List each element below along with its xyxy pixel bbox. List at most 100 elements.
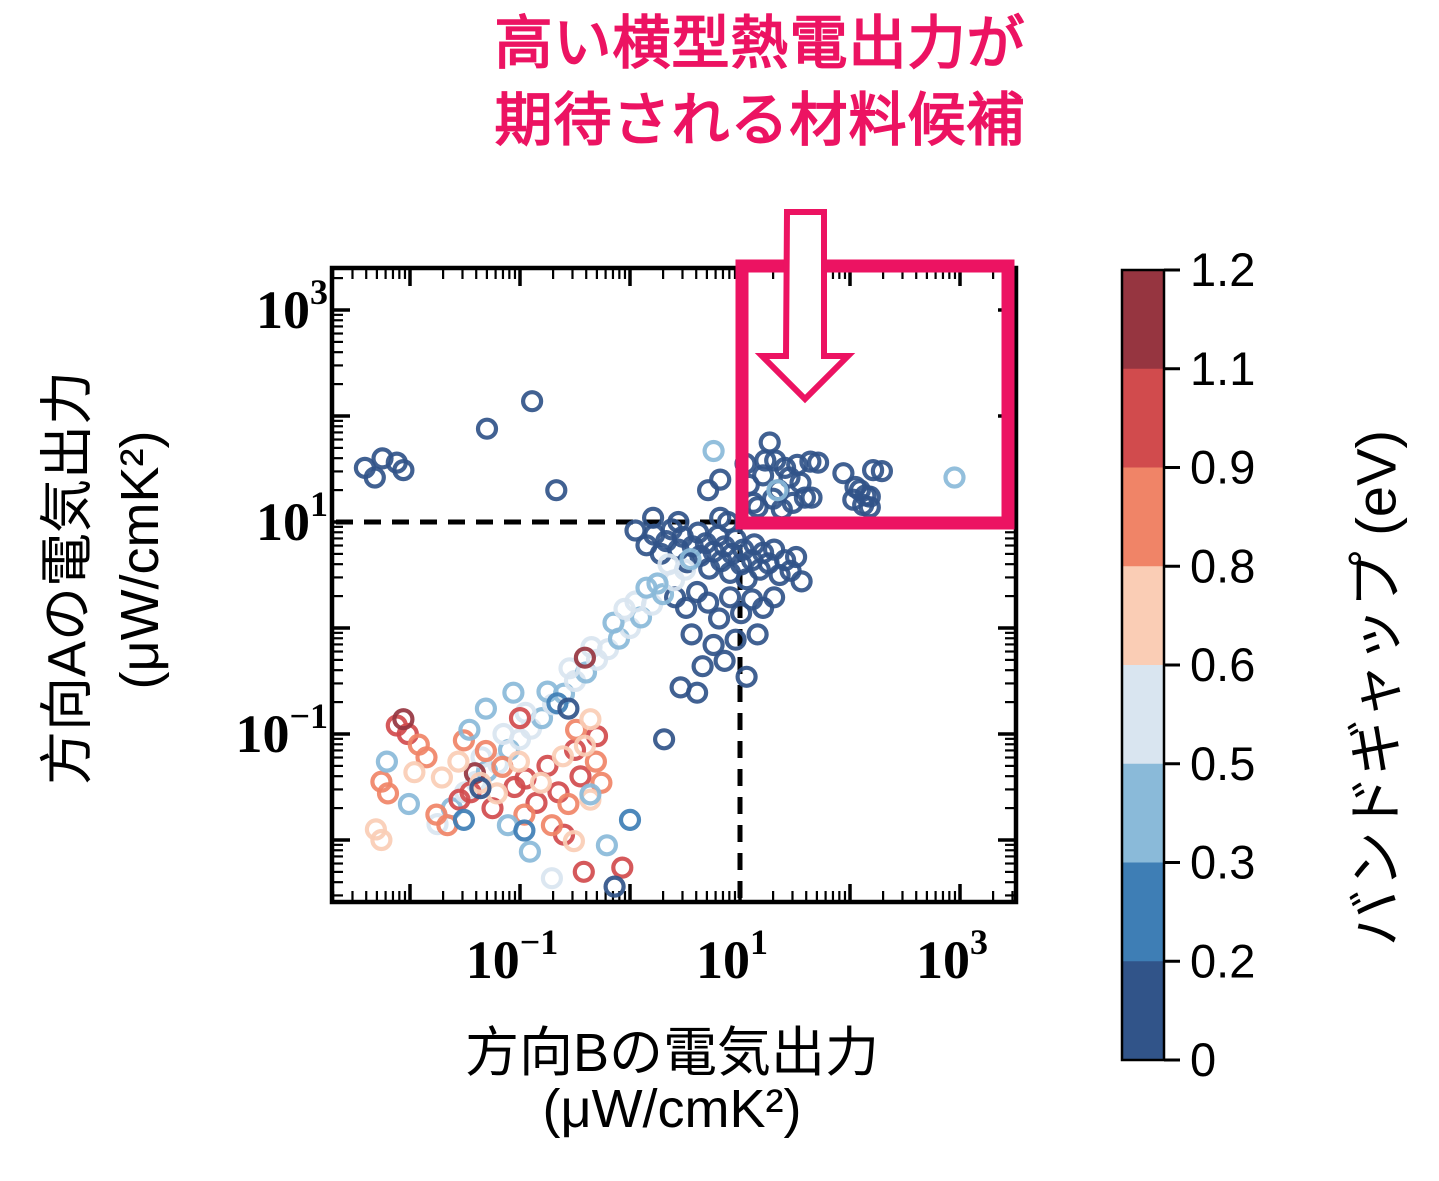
- x-axis-unit-text: (μW/cmK²): [542, 1079, 802, 1139]
- colorbar-segment: [1122, 270, 1164, 370]
- scatter-point: [508, 706, 532, 730]
- scatter-point: [685, 681, 709, 704]
- colorbar-tick-label: 0.2: [1190, 934, 1255, 987]
- scatter-point: [469, 776, 492, 800]
- figure-title: 高い横型熱電出力が 期待される材料候補: [400, 6, 1120, 159]
- scatter-point: [545, 479, 568, 502]
- plot-border: [329, 265, 1019, 905]
- scatter-point: [832, 462, 855, 485]
- scatter-point: [375, 750, 398, 773]
- scatter-point: [370, 828, 393, 852]
- colorbar-tick-label: 0.6: [1190, 638, 1255, 691]
- scatter-point: [584, 750, 608, 773]
- colorbar-tick-label: 1.1: [1190, 342, 1255, 395]
- scatter-point: [569, 765, 592, 788]
- scatter-point: [713, 649, 736, 673]
- scatter-point: [754, 449, 777, 472]
- scatter-point: [573, 734, 597, 757]
- colorbar-tick-label: 0.3: [1190, 836, 1255, 889]
- scatter-point: [397, 792, 420, 816]
- annotation-arrow-icon: [754, 209, 856, 404]
- colorbar-segment: [1122, 566, 1164, 666]
- scatter-point: [525, 791, 548, 815]
- scatter-point: [766, 479, 789, 502]
- scatter-point: [579, 783, 602, 806]
- scatter-point: [540, 814, 564, 837]
- colorbar-tick-label: 0.9: [1190, 441, 1255, 494]
- figure-title-line2: 期待される材料候補: [494, 87, 1026, 153]
- scatter-point: [657, 553, 680, 576]
- scatter-point: [751, 541, 775, 564]
- scatter-point: [618, 808, 642, 832]
- scatter-point: [452, 729, 475, 752]
- scatter-point: [861, 459, 885, 482]
- scatter-point: [562, 829, 586, 853]
- scatter-point: [558, 657, 581, 680]
- scatter-point: [870, 460, 894, 483]
- scatter-point: [540, 867, 564, 890]
- scatter-point: [520, 390, 544, 413]
- scatter-point: [707, 607, 731, 630]
- scatter-points: [353, 390, 966, 898]
- scatter-point: [452, 808, 475, 832]
- scatter-point: [492, 722, 515, 746]
- scatter-point: [547, 781, 570, 804]
- highlight-annotation: [735, 209, 1015, 530]
- scatter-point: [724, 628, 747, 651]
- scatter-point: [702, 633, 725, 657]
- colorbar-segment: [1122, 862, 1164, 962]
- scatter-point: [458, 718, 481, 741]
- scatter-point: [376, 782, 400, 805]
- scatter-point: [392, 459, 415, 482]
- scatter-point: [735, 665, 758, 688]
- scatter-point: [784, 545, 808, 569]
- scatter-point: [943, 466, 966, 489]
- colorbar: 1.2 1.1 0.9 0.8 0.6 0.5 0.3 0.2 0: [1120, 243, 1255, 1086]
- scatter-point: [474, 739, 497, 763]
- scatter-point: [371, 447, 394, 470]
- scatter-point: [702, 439, 725, 463]
- scatter-point: [762, 586, 786, 609]
- scatter-point: [572, 860, 595, 883]
- scatter-point: [363, 466, 386, 489]
- colorbar-segment: [1122, 368, 1164, 469]
- x-axis-label-text: 方向Bの電気出力: [464, 1023, 880, 1083]
- scatter-point: [611, 856, 634, 879]
- scatter-point: [696, 591, 720, 614]
- scatter-point: [474, 697, 497, 720]
- scatter-point: [680, 623, 703, 646]
- scatter-point: [573, 646, 597, 669]
- scatter-point: [415, 746, 438, 769]
- scatter-point: [674, 596, 698, 620]
- scatter-point: [691, 655, 714, 678]
- scatter-point: [551, 745, 575, 768]
- scatter-point: [709, 468, 732, 491]
- scatter-point: [603, 875, 626, 898]
- scatter-point: [579, 708, 602, 731]
- colorbar-tick-label: 1.2: [1190, 243, 1255, 296]
- scatter-point: [529, 771, 553, 794]
- scatter-point: [557, 697, 580, 720]
- scatter-point: [475, 417, 499, 440]
- scatter-point: [430, 766, 453, 789]
- scatter-point: [799, 450, 822, 473]
- scatter-point: [746, 623, 769, 646]
- scatter-point: [502, 681, 525, 704]
- y-tick-label: 10−1: [235, 696, 328, 764]
- plot-frame: [329, 265, 1019, 905]
- scatter-point: [781, 491, 804, 514]
- x-tick-label: 103: [916, 922, 988, 990]
- colorbar-tick-label: 0.8: [1190, 539, 1255, 592]
- scatter-point: [514, 701, 537, 724]
- scatter-point: [806, 451, 830, 474]
- scatter-point: [758, 431, 781, 454]
- scatter-point: [778, 466, 801, 489]
- scatter-point: [392, 708, 415, 731]
- y-tick-label: 103: [256, 272, 328, 340]
- highlight-rectangle: [735, 259, 1015, 530]
- colorbar-tick-label: 0: [1190, 1033, 1216, 1086]
- scatter-point: [858, 496, 881, 519]
- scatter-point: [773, 549, 797, 572]
- scatter-point: [602, 611, 625, 634]
